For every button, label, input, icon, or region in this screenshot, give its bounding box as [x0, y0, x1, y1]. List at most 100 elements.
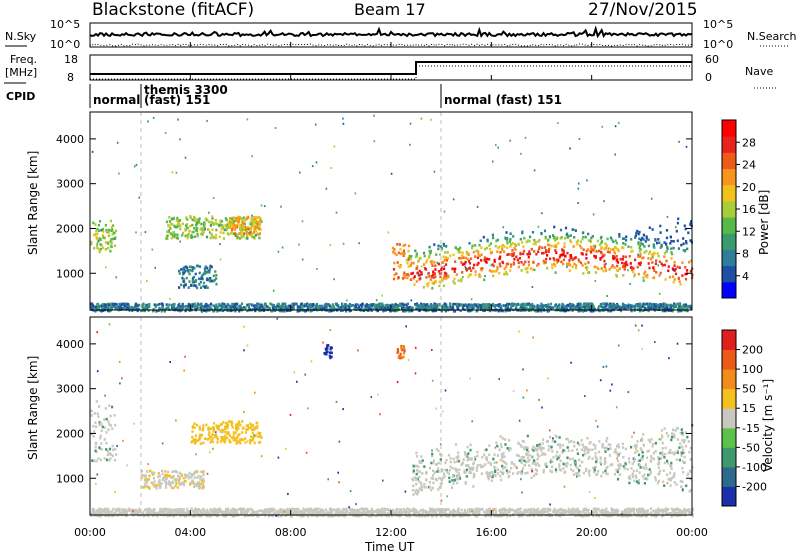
power-cell	[499, 309, 502, 313]
power-cell	[522, 305, 526, 308]
velocity-cell	[230, 436, 233, 439]
power-cell	[191, 218, 194, 222]
power-cell	[551, 266, 554, 270]
power-cell	[652, 276, 656, 279]
power-cell	[219, 221, 222, 224]
velocity-cell	[476, 454, 479, 458]
velocity-cell	[235, 424, 238, 428]
velocity-cell	[460, 463, 463, 466]
power-cell	[258, 309, 261, 313]
power-cell	[327, 303, 330, 306]
power-cell	[555, 307, 558, 310]
power-cell	[431, 309, 434, 313]
power-cell	[490, 264, 493, 267]
power-cell	[115, 304, 118, 308]
power-cell	[625, 239, 628, 242]
power-cell	[90, 302, 93, 305]
noise-sky-label: N.Sky	[5, 30, 37, 43]
power-cell	[480, 253, 483, 256]
power-cell	[643, 272, 646, 275]
velocity-cell	[326, 345, 329, 348]
velocity-cell	[237, 427, 240, 430]
velocity-cell	[638, 463, 641, 467]
power-cell	[493, 258, 496, 262]
velocity-cell	[99, 436, 102, 440]
power-cell	[316, 268, 318, 270]
power-cell	[255, 225, 258, 229]
power-cell	[341, 302, 344, 306]
power-cell	[574, 229, 577, 232]
velocity-cell	[587, 514, 590, 517]
velocity-cell	[412, 493, 415, 497]
velocity-cell	[520, 445, 523, 448]
velocity-cell	[158, 481, 161, 485]
power-cell	[488, 269, 491, 272]
velocity-cell	[200, 479, 203, 482]
power-cell	[571, 265, 574, 268]
power-cell	[598, 243, 602, 246]
velocity-cell	[232, 438, 235, 442]
velocity-cell	[250, 424, 254, 428]
power-cell	[656, 307, 660, 310]
power-cell	[291, 307, 294, 311]
velocity-cell	[103, 457, 106, 460]
velocity-cell	[683, 451, 686, 455]
velocity-cell	[100, 429, 103, 433]
velocity-cell	[491, 475, 494, 478]
velocity-cell	[412, 465, 415, 468]
power-cell	[581, 231, 585, 235]
power-cell	[542, 259, 545, 263]
velocity-cell	[103, 418, 106, 421]
power-cell	[463, 262, 466, 265]
velocity-cell	[573, 441, 576, 444]
power-cell	[655, 259, 658, 262]
power-cell	[613, 250, 616, 253]
velocity-cell	[608, 454, 611, 457]
power-cell	[580, 261, 583, 265]
velocity-cell	[412, 469, 415, 473]
power-cell	[486, 304, 489, 307]
power-cell	[437, 247, 440, 251]
power-cell	[206, 307, 209, 310]
power-cell	[381, 294, 383, 297]
power-cell	[196, 302, 199, 305]
power-cell	[584, 235, 587, 239]
power-cell	[414, 249, 417, 253]
velocity-cell	[457, 451, 460, 455]
velocity-cell	[641, 451, 644, 454]
power-cell	[93, 247, 96, 250]
power-cell	[341, 309, 344, 312]
power-cell	[468, 261, 472, 265]
power-cell	[254, 227, 257, 230]
power-cell	[108, 234, 111, 237]
power-cell	[126, 302, 129, 306]
velocity-cell	[668, 451, 671, 454]
power-cell	[189, 215, 192, 218]
power-cell	[256, 232, 259, 236]
velocity-cell	[523, 512, 526, 515]
power-cell	[182, 284, 186, 287]
velocity-cell	[569, 457, 572, 461]
power-cell	[242, 232, 246, 235]
velocity-cell	[556, 512, 559, 516]
power-cell	[246, 235, 249, 238]
power-cell	[663, 263, 666, 267]
power-cell	[410, 255, 413, 258]
velocity-cell	[464, 480, 467, 484]
power-cell	[602, 302, 605, 305]
power-cell	[206, 278, 209, 282]
power-cell	[415, 252, 418, 255]
velocity-cell	[522, 467, 525, 470]
velocity-cell	[202, 424, 205, 427]
power-cell	[107, 246, 110, 250]
velocity-cell	[231, 426, 234, 429]
power-cell	[645, 249, 648, 253]
velocity-cell	[556, 457, 559, 461]
velocity-cell	[445, 459, 448, 462]
velocity-cell	[217, 424, 220, 428]
velocity-cell	[604, 450, 607, 453]
power-cell	[202, 230, 205, 234]
velocity-cell	[524, 510, 527, 514]
power-cell	[555, 245, 558, 249]
power-cell	[506, 241, 509, 245]
